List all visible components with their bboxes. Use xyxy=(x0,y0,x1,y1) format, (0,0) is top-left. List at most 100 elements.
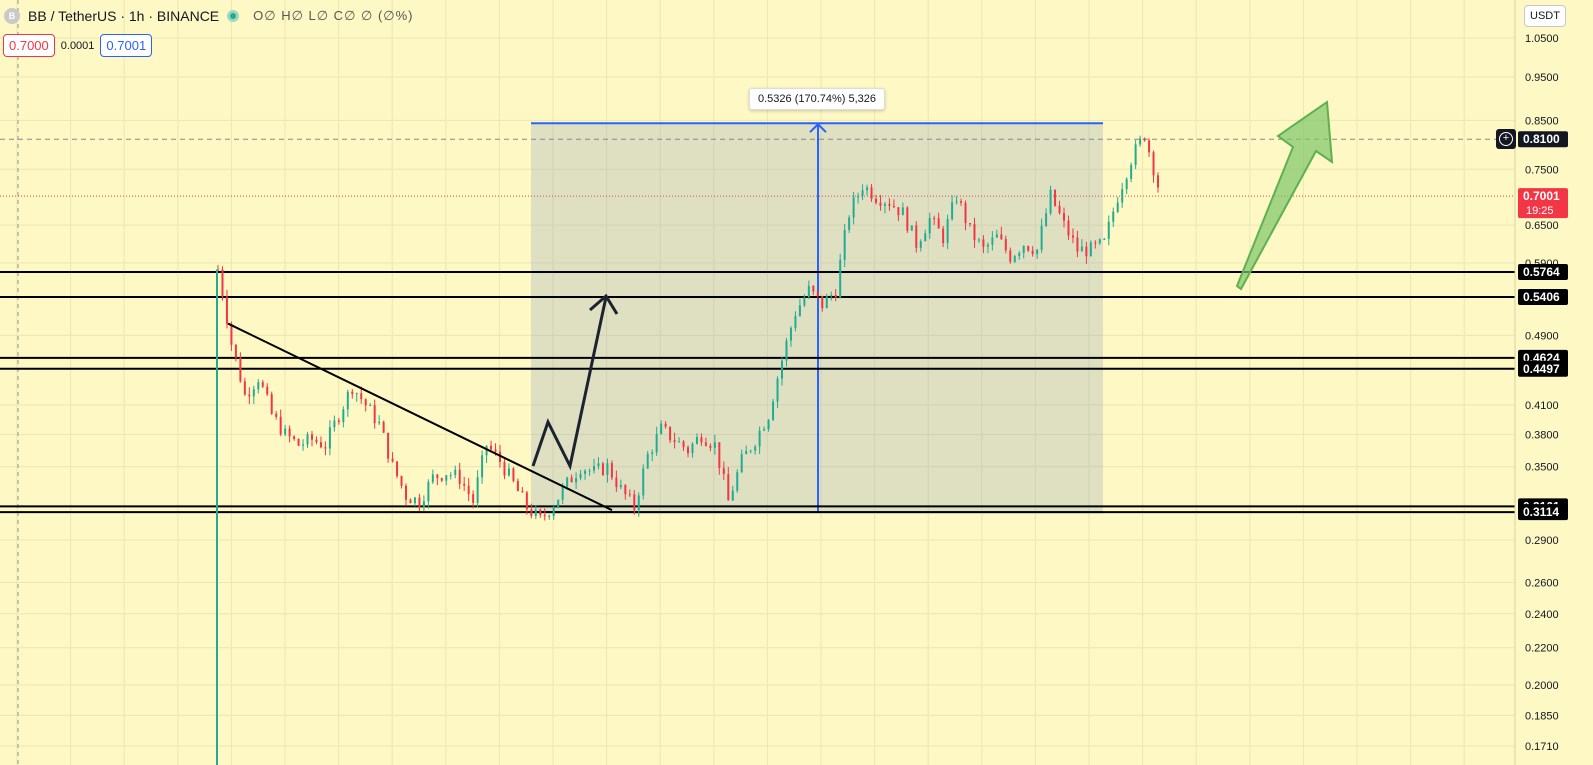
measurement-arrowhead xyxy=(809,122,827,133)
candle-body xyxy=(516,480,519,492)
price-axis-tick-label: 0.2200 xyxy=(1525,643,1559,655)
symbol-title[interactable]: BB / TetherUS · 1h · BINANCE xyxy=(28,8,220,24)
candle-body xyxy=(969,223,971,225)
candle-body xyxy=(284,428,287,435)
candle-body xyxy=(1089,242,1092,257)
candle-body xyxy=(1148,140,1151,153)
price-axis-tick-label: 0.2900 xyxy=(1525,535,1559,547)
price-tag xyxy=(1518,360,1568,377)
candle-body xyxy=(1139,138,1142,145)
candle-body xyxy=(964,202,967,224)
candle-body xyxy=(615,477,618,488)
price-tag-label: 0.3114 xyxy=(1523,505,1559,519)
trade-panel: 0.7000 0.0001 0.7001 xyxy=(3,34,153,57)
candle-body xyxy=(852,197,855,218)
candle-body xyxy=(427,481,430,502)
green-up-arrow xyxy=(1235,100,1334,291)
candle-body xyxy=(387,432,390,459)
candle-body xyxy=(888,203,891,206)
candle-body xyxy=(1076,237,1079,252)
price-axis-tick-label: 0.8500 xyxy=(1525,115,1559,127)
candle-body xyxy=(897,207,900,216)
candle-body xyxy=(1031,250,1034,255)
candle-body xyxy=(722,468,725,475)
price-axis-tick-label: 0.3500 xyxy=(1525,462,1559,474)
candle-body xyxy=(552,507,555,516)
candle-body xyxy=(396,461,399,477)
candle-body xyxy=(745,450,748,455)
candle-body xyxy=(660,423,663,434)
candle-body xyxy=(1085,246,1088,257)
candle-body xyxy=(490,445,493,450)
candle-body xyxy=(270,394,273,414)
candle-body xyxy=(915,225,918,248)
market-status-icon[interactable] xyxy=(227,10,240,22)
candle-body xyxy=(230,323,233,345)
candle-body xyxy=(781,360,783,379)
candle-body xyxy=(794,315,797,328)
add-alert-button[interactable]: + xyxy=(1496,129,1516,149)
candle-body xyxy=(521,491,524,493)
candle-body xyxy=(713,442,716,448)
candle-body xyxy=(440,478,443,481)
candle-body xyxy=(664,423,667,427)
candle-body xyxy=(561,486,564,500)
candle-body xyxy=(718,442,721,469)
candle-body xyxy=(789,327,792,341)
buy-button[interactable]: 0.7001 xyxy=(100,34,153,57)
candle-body xyxy=(311,434,313,440)
candle-body xyxy=(257,382,260,390)
candle-body xyxy=(485,445,488,456)
candle-body xyxy=(1071,235,1074,238)
candle-body xyxy=(337,420,340,422)
candle-body xyxy=(1058,205,1061,214)
candle-body xyxy=(687,447,689,454)
drawings[interactable] xyxy=(227,100,1334,512)
candle-body xyxy=(1103,238,1106,240)
candle-body xyxy=(695,437,698,444)
candle-body xyxy=(924,233,927,242)
candle-body xyxy=(467,485,470,495)
candle-body xyxy=(843,230,846,260)
candle-body xyxy=(669,426,672,441)
candle-body xyxy=(1107,221,1110,239)
measurement-label: 0.5326 (170.74%) 5,326 xyxy=(749,88,886,110)
candle-body xyxy=(691,443,694,454)
candle-body xyxy=(315,439,318,443)
candle-body xyxy=(700,437,703,443)
candle-body xyxy=(1045,213,1048,226)
candle-body xyxy=(704,442,707,446)
candle-body xyxy=(328,427,331,449)
candle-body xyxy=(360,393,363,400)
candle-body xyxy=(906,207,909,231)
candle-body xyxy=(1080,246,1083,252)
price-tag xyxy=(1518,131,1568,148)
candle-body xyxy=(610,463,613,478)
price-axis-tick-label: 0.1710 xyxy=(1525,741,1559,753)
sell-button[interactable]: 0.7000 xyxy=(3,34,55,57)
measurement-box[interactable] xyxy=(531,122,1103,514)
candle-body xyxy=(919,241,922,248)
candle-body xyxy=(472,494,475,503)
candle-body xyxy=(413,497,416,504)
candle-body xyxy=(351,391,354,395)
currency-button[interactable]: USDT xyxy=(1524,5,1566,27)
price-axis-tick-label: 0.6500 xyxy=(1525,220,1559,232)
candle-body xyxy=(369,405,372,407)
candle-body xyxy=(812,285,815,292)
candle-body xyxy=(955,201,958,203)
candle-body xyxy=(539,509,542,516)
candle-body xyxy=(319,442,322,448)
candle-body xyxy=(454,469,457,476)
candle-body xyxy=(234,344,237,358)
price-axis[interactable]: 1.05000.95000.85000.75000.65000.59000.49… xyxy=(1514,0,1593,765)
candle-body xyxy=(405,485,407,500)
candle-body xyxy=(1063,213,1065,221)
candle-body xyxy=(458,469,461,484)
horizontal-levels[interactable] xyxy=(0,270,1515,514)
candle-body xyxy=(548,515,551,517)
price-tag-label: 0.5406 xyxy=(1523,290,1560,304)
candle-body xyxy=(445,475,448,481)
candle-body xyxy=(252,389,255,397)
